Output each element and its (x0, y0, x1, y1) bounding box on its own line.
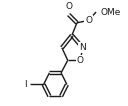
Text: O: O (65, 2, 72, 11)
Text: O: O (85, 16, 92, 25)
Text: O: O (77, 56, 84, 65)
Text: N: N (79, 43, 86, 52)
Text: I: I (24, 80, 27, 89)
Text: OMe: OMe (100, 8, 121, 17)
